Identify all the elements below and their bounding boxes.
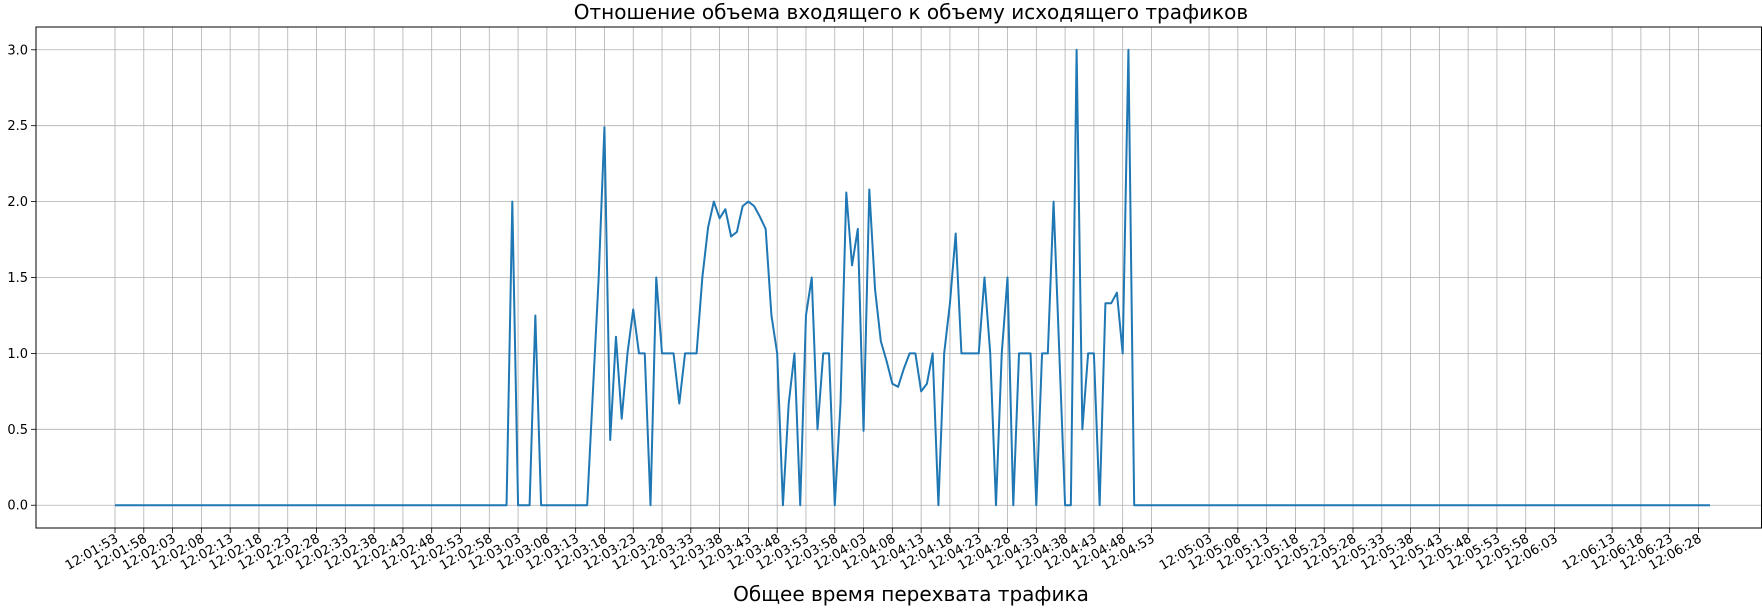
plot-area bbox=[115, 48, 1710, 507]
y-tick-label: 1.5 bbox=[7, 271, 28, 286]
grid-lines bbox=[36, 27, 1762, 528]
y-tick-label: 3.0 bbox=[7, 43, 28, 58]
y-tick-label: 0.0 bbox=[7, 499, 28, 514]
chart-title: Отношение объема входящего к объему исхо… bbox=[574, 0, 1248, 24]
y-axis: 0.0 0.5 1.0 1.5 2.0 2.5 3.0 bbox=[7, 43, 36, 514]
y-tick-label: 0.5 bbox=[7, 423, 28, 438]
series-line bbox=[115, 48, 1710, 507]
y-tick-label: 2.0 bbox=[7, 195, 28, 210]
x-axis: 12:01:5312:01:5812:02:0312:02:0812:02:13… bbox=[63, 528, 1704, 574]
y-tick-label: 1.0 bbox=[7, 347, 28, 362]
y-tick-label: 2.5 bbox=[7, 119, 28, 134]
x-axis-label: Общее время перехвата трафика bbox=[733, 582, 1089, 606]
